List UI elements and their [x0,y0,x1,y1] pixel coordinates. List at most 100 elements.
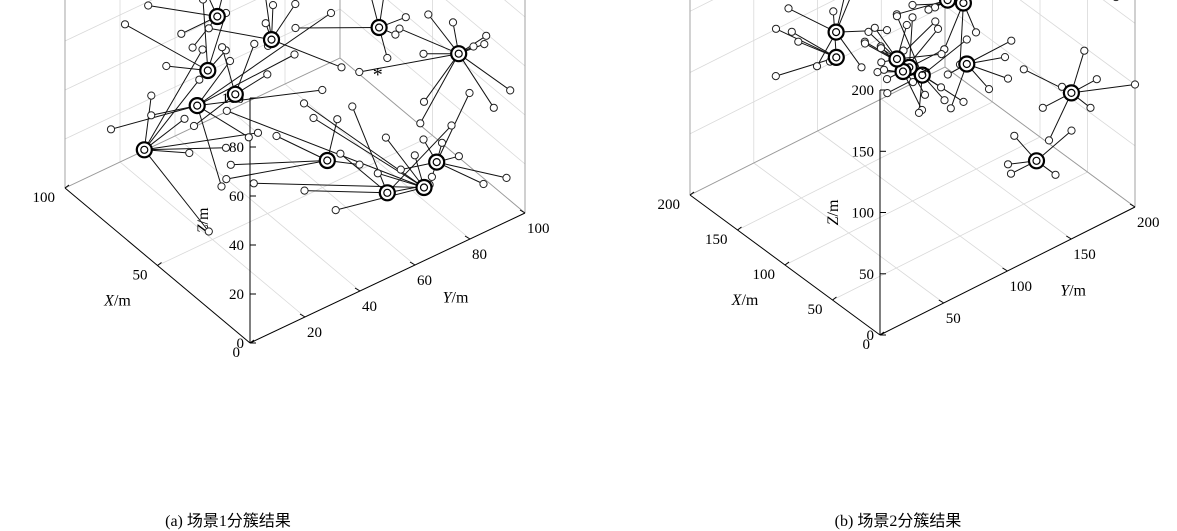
y-axis-title: Y/m [443,289,469,306]
member-node [145,2,152,9]
member-node [300,100,307,107]
member-node [795,38,802,45]
member-node [292,24,299,31]
grid-line-y [754,163,944,303]
x-tick-label: 0 [233,345,241,361]
y-tick-label: 50 [946,311,961,327]
member-node [163,62,170,69]
z-tick-label: 20 [229,287,244,303]
member-node [877,45,884,52]
member-node [915,109,922,116]
cluster-head-node [417,180,432,195]
member-node [148,92,155,99]
cluster-link [420,54,458,124]
cluster-link [272,40,342,68]
member-node [972,29,979,36]
member-node [1020,66,1027,73]
x-axis-title: X/m [731,292,759,309]
member-node [788,28,795,35]
x-tick-label: 100 [753,267,776,283]
member-node [1045,137,1052,144]
z-tick-label: 60 [229,189,244,205]
sink-marker: * [373,64,383,86]
member-node [507,87,514,94]
member-node [251,40,258,47]
member-node [205,228,212,235]
member-node [858,64,865,71]
member-node [785,5,792,12]
y-axis-line [250,213,525,343]
member-node [880,66,887,73]
member-node [219,44,226,51]
member-node [107,126,114,133]
y-tick-label: 20 [307,325,322,341]
grid-line-y [120,162,305,317]
y-tick-label: 200 [1137,215,1160,231]
member-node [382,134,389,141]
member-node [483,32,490,39]
sink-marker: * [920,63,930,85]
member-node [813,63,820,70]
member-node [148,112,155,119]
member-node [250,180,257,187]
member-node [262,20,269,27]
x-tick-label: 150 [705,232,728,248]
member-node [396,25,403,32]
member-node [1093,76,1100,83]
member-node [470,43,477,50]
member-node [481,41,488,48]
grid-line-x [158,136,433,266]
member-node [438,139,445,146]
member-node [223,107,230,114]
member-node [1004,75,1011,82]
member-node [1052,171,1059,178]
cluster-link [305,191,388,193]
y-tick [1066,236,1071,239]
x-tick-label: 50 [133,268,148,284]
member-node [181,115,188,122]
member-node [963,36,970,43]
member-node [449,19,456,26]
z-axis-title: Z/m [825,199,842,225]
member-node [269,2,276,9]
cluster-head-node [451,46,466,61]
member-node [332,207,339,214]
z-tick-label: 40 [229,238,244,254]
member-node [356,161,363,168]
member-node [960,98,967,105]
member-node [883,27,890,34]
cluster-link [304,103,424,187]
member-node [199,46,206,53]
member-node [349,103,356,110]
member-node [1087,104,1094,111]
member-node [420,98,427,105]
cluster-link [296,28,380,29]
member-node [196,76,203,83]
member-node [1131,81,1138,88]
caption-scene2: (b) 场景2分簇结果 [835,507,962,531]
member-node [411,152,418,159]
cluster-link [148,6,217,17]
member-node [319,86,326,93]
cluster-head-node [137,142,152,157]
member-node [178,30,185,37]
member-node [903,21,910,28]
member-node [334,116,341,123]
cluster-head-node [429,155,444,170]
z-tick-label: 80 [229,140,244,156]
member-node [503,174,510,181]
cluster-link [203,0,208,71]
cluster-link [960,3,963,65]
member-node [861,40,868,47]
member-node [310,114,317,121]
cluster-link [459,54,494,108]
member-node [417,120,424,127]
member-node [227,161,234,168]
cluster-link [197,55,294,106]
caption-scene1: (a) 场景1分簇结果 [165,507,291,531]
z-tick-label: 150 [852,144,875,160]
member-node [909,1,916,8]
cluster-link [424,54,459,102]
cluster-head-node [200,63,215,78]
